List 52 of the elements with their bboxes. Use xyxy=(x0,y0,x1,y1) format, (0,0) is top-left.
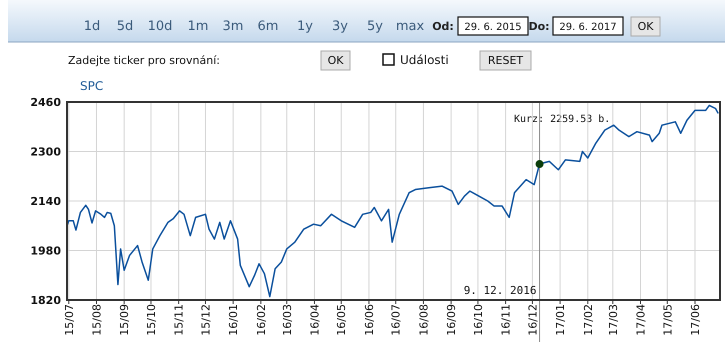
text: 3m xyxy=(222,19,244,34)
x-tick-label: 16/11 xyxy=(500,304,513,336)
chart-title: SPC xyxy=(80,79,104,93)
x-tick-label: 16/01 xyxy=(227,304,240,336)
x-tick-label: 15/08 xyxy=(90,304,104,336)
x-tick-label: 17/05 xyxy=(661,304,674,336)
y-tick-label: 1980 xyxy=(30,244,62,258)
y-tick-label: 2300 xyxy=(30,146,62,158)
text: 1d xyxy=(84,19,100,34)
text: 1y xyxy=(297,19,314,34)
text: Od: xyxy=(432,20,454,33)
x-tick-label: 15/07 xyxy=(62,304,76,336)
x-tick-label: 17/03 xyxy=(606,304,620,336)
text: 1m xyxy=(188,19,208,34)
text: Do: xyxy=(528,20,550,33)
x-tick-label: 16/08 xyxy=(417,304,430,336)
text: max xyxy=(396,19,424,34)
y-tick-label: 2140 xyxy=(30,195,62,208)
x-tick-label: 16/10 xyxy=(472,304,485,336)
text: OK xyxy=(328,54,344,67)
x-tick-label: 17/06 xyxy=(688,304,702,336)
x-tick-label: 17/04 xyxy=(634,304,648,336)
text: 3y xyxy=(332,19,348,34)
x-tick-label: 16/05 xyxy=(335,304,348,336)
x-tick-label: 16/07 xyxy=(390,304,403,336)
x-tick-label: 16/02 xyxy=(254,304,268,336)
text: 29. 6. 2015 xyxy=(464,22,522,33)
text: 5y xyxy=(367,19,384,34)
ref-line-label: 9. 12. 2016 xyxy=(464,284,537,297)
x-tick-label: 16/09 xyxy=(445,304,458,336)
text: 10d xyxy=(148,19,172,34)
text: 6m xyxy=(258,19,278,34)
text: 29. 6. 2017 xyxy=(559,22,617,33)
line-series xyxy=(66,104,719,298)
x-tick-label: 15/10 xyxy=(144,304,158,336)
x-tick-label: 16/12 xyxy=(526,304,540,336)
x-tick-label: 15/09 xyxy=(118,304,132,336)
y-tick-label: 1820 xyxy=(30,294,62,307)
text: RESET xyxy=(488,54,524,67)
text: Události xyxy=(400,53,449,67)
text: OK xyxy=(638,20,654,33)
annotation: Kurz: 2259.53 b. xyxy=(514,114,610,125)
x-tick-label: 17/01 xyxy=(554,304,568,336)
y-tick-label: 2460 xyxy=(30,96,62,109)
x-tick-label: 16/04 xyxy=(308,304,322,336)
text: 5d xyxy=(116,19,134,34)
x-tick-label: 16/03 xyxy=(280,304,294,336)
text: Zadejte ticker pro srovnání: xyxy=(68,54,220,67)
x-tick-label: 16/06 xyxy=(362,304,376,336)
x-tick-label: 17/02 xyxy=(582,304,595,336)
x-tick-label: 15/11 xyxy=(172,304,186,336)
x-tick-label: 15/12 xyxy=(199,304,212,336)
